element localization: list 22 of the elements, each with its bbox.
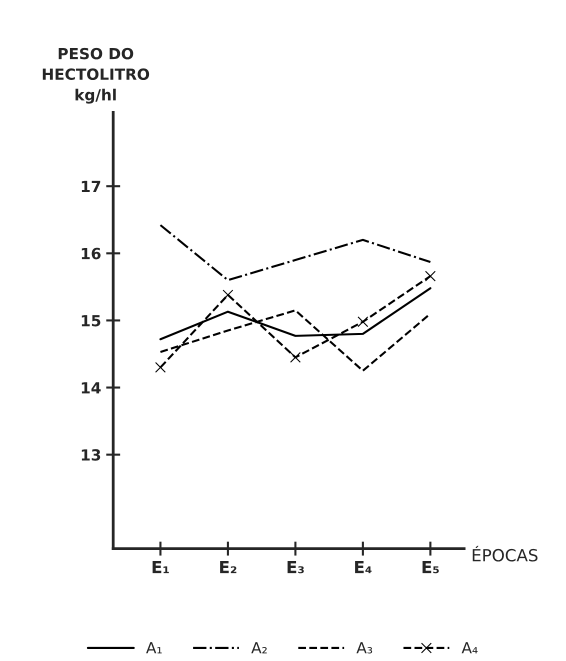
y-tick-label: 14 [82,382,101,394]
x-tick-label: E₂ [220,560,236,574]
y-tick-label: 13 [82,449,100,461]
y-tick-label: 16 [82,248,101,260]
point [222,290,234,300]
x-tick-label: E₅ [422,560,439,574]
legend-label: A₁ [146,642,162,654]
x-tick-label: E₁ [152,560,169,574]
point [424,270,436,282]
legend-label: A₄ [462,642,478,654]
point [290,352,301,363]
x-axis-title: ÉPOCAS [472,546,538,562]
x-tick-label: E₃ [288,560,304,574]
y-tick-label: 15 [82,315,100,326]
y-axis-title: PESO DO HECTOLITRO kg/hl [42,48,150,104]
point [358,316,368,328]
legend-label: A₃ [356,642,372,654]
legend-label: A₂ [251,642,267,654]
line-series [159,224,432,282]
x-tick-label: E₄ [355,560,372,574]
y-tick-label: 17 [82,180,100,192]
point [155,362,166,373]
